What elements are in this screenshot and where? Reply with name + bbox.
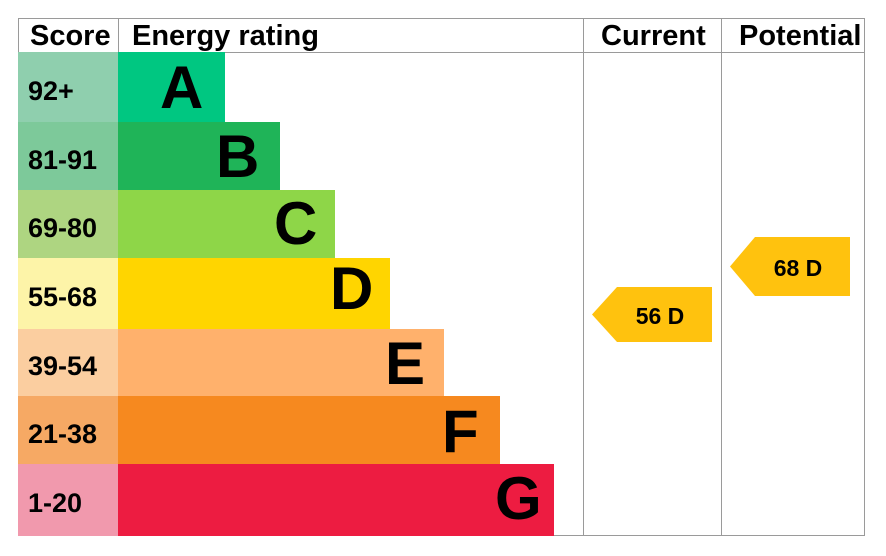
svg-text:68 D: 68 D — [774, 255, 823, 281]
svg-text:56 D: 56 D — [636, 303, 685, 329]
